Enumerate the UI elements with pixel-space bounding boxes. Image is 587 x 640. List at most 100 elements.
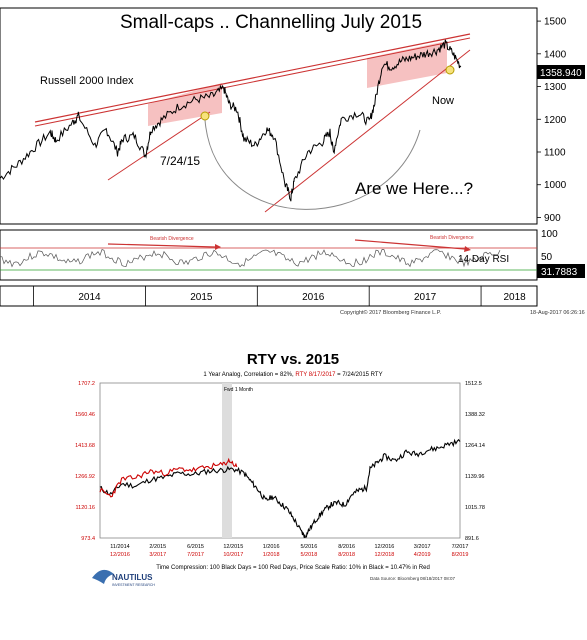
rsi-tick-50: 50 [541, 252, 553, 263]
price-tick-label: 1100 [544, 148, 566, 159]
price-tick-label: 1400 [544, 49, 567, 60]
left-axis: 1707.2 1560.46 1413.68 1266.92 1120.16 973.4 [75, 381, 95, 542]
price-panel-frame [0, 7, 538, 225]
x-axis-black: 11/2014 2/2015 6/2015 12/2015 1/2016 5/2016 8/… [110, 544, 468, 550]
date-x-axis: 2014 2015 2016 2017 2018 [33, 286, 527, 306]
rty-2015-red-line [99, 457, 238, 498]
right-tick-label: 1512.5 [465, 381, 482, 387]
rsi-divergence-label-2: Bearish Divergence [430, 235, 474, 241]
logo-text: NAUTILUS [112, 573, 153, 582]
left-tick-label: 1560.46 [75, 412, 95, 418]
timestamp-text: 18-Aug-2017 06:26:16 [530, 310, 585, 316]
top-chart-background [0, 0, 587, 318]
x-tick-black: 12/2016 [374, 544, 394, 550]
support-line-2016 [264, 49, 471, 213]
last-value-label: 1358.940 [540, 68, 582, 79]
x-tick-red: 10/2017 [223, 552, 243, 558]
rsi-label: 14 Day RSI [458, 254, 509, 265]
x-tick-black: 6/2015 [187, 544, 204, 550]
bottom-chart-background [0, 340, 587, 640]
x-tick-black: 8/2016 [338, 544, 355, 550]
support-line-2014 [107, 111, 211, 181]
x-tick-red: 7/2017 [187, 552, 204, 558]
right-tick-label: 1264.14 [465, 443, 485, 449]
annotation-question: Are we Here...? [355, 179, 473, 198]
rsi-last-value-badge [537, 264, 585, 278]
fwd-1-month-shade [222, 383, 232, 538]
bottom-chart-title: RTY vs. 2015 [247, 351, 339, 368]
marker-now [445, 65, 455, 75]
price-tick-label: 1200 [544, 115, 567, 126]
rsi-divergence-arrowhead-1 [215, 244, 221, 250]
top-chart-title: Small-caps .. Channelling July 2015 [120, 12, 422, 33]
date-tick-label: 2014 [78, 292, 101, 303]
price-tick-label: 900 [544, 213, 561, 224]
date-tick-label: 2016 [302, 292, 325, 303]
rsi-tick-100: 100 [541, 229, 558, 240]
x-tick-black: 2/2015 [149, 544, 166, 550]
price-tick-label: 1500 [544, 17, 567, 28]
upper-resistance-line-2 [34, 37, 471, 127]
x-tick-black: 7/2017 [452, 544, 469, 550]
fwd-1-month-label: Fwd 1 Month [224, 387, 253, 393]
right-axis: 1512.5 1388.32 1264.14 1139.96 1015.78 891.6 [465, 381, 485, 542]
trajectory-arc [204, 119, 421, 210]
x-tick-black: 5/2016 [300, 544, 317, 550]
date-tick-label: 2015 [190, 292, 213, 303]
marker-7-24-15 [200, 111, 210, 121]
right-tick-label: 1139.96 [465, 474, 484, 480]
annotation-date: 7/24/15 [160, 154, 200, 168]
x-tick-red: 5/2018 [300, 552, 317, 558]
subtitle-end: = 7/24/2015 RTY [335, 372, 382, 378]
rsi-panel-frame [0, 229, 538, 281]
x-tick-red: 8/2018 [338, 552, 355, 558]
upper-resistance-line [34, 33, 471, 123]
x-tick-red: 12/2016 [110, 552, 130, 558]
x-axis-red: 12/2016 3/2017 7/2017 10/2017 1/2018 5/2018 8/… [110, 552, 468, 558]
russell-2000-chart: Small-caps .. Channelling July 2015 Russ… [0, 0, 587, 318]
right-tick-label: 891.6 [465, 536, 479, 542]
rsi-divergence-arrow-2 [354, 239, 466, 250]
price-tick-label: 1300 [544, 82, 567, 93]
right-tick-label: 1388.32 [465, 412, 485, 418]
compression-note: Time Compression: 100 Black Days = 100 R… [156, 565, 430, 571]
left-tick-label: 1266.92 [75, 474, 95, 480]
left-tick-label: 1413.68 [75, 443, 95, 449]
bottom-plot-frame [99, 382, 461, 539]
nautilus-logo: NAUTILUS INVESTMENT RESEARCH [92, 569, 155, 587]
last-value-badge [537, 65, 585, 79]
rty-vs-2015-chart: RTY vs. 2015 1 Year Analog, Correlation … [0, 340, 587, 640]
x-tick-red: 1/2018 [263, 552, 280, 558]
date-tick-label: 2018 [504, 292, 527, 303]
rsi-divergence-arrowhead-2 [464, 246, 471, 252]
rsi-divergence-label-1: Bearish Divergence [150, 236, 194, 242]
right-tick-label: 1015.78 [465, 505, 485, 511]
x-tick-black: 3/2017 [414, 544, 431, 550]
rsi-line [0, 249, 501, 268]
rsi-last-value: 31.7883 [541, 267, 578, 278]
x-tick-black: 11/2014 [110, 544, 129, 550]
rsi-divergence-arrow-1 [107, 243, 216, 248]
price-y-axis: 900 1000 1100 1200 1300 1400 1500 [537, 17, 567, 224]
left-tick-label: 973.4 [81, 536, 95, 542]
x-tick-red: 12/2018 [374, 552, 394, 558]
data-source: Data Source: Bloomberg [370, 576, 420, 581]
left-tick-label: 1120.16 [76, 505, 95, 511]
annotation-now: Now [432, 95, 454, 107]
left-tick-label: 1707.2 [78, 381, 95, 387]
nautilus-shell-icon [92, 569, 114, 584]
x-tick-red: 3/2017 [149, 552, 166, 558]
copyright-text: Copyright© 2017 Bloomberg Finance L.P. [340, 309, 442, 316]
date-tick-label: 2017 [414, 292, 437, 303]
x-tick-red: 8/2019 [452, 552, 469, 558]
x-tick-red: 4/2019 [414, 552, 431, 558]
rty-black-line [99, 438, 461, 539]
logo-subtext: INVESTMENT RESEARCH [112, 583, 155, 587]
series-label: Russell 2000 Index [40, 75, 134, 87]
subtitle-red: RTY 8/17/2017 [295, 372, 336, 378]
price-tick-label: 1000 [544, 180, 567, 191]
x-tick-black: 12/2015 [223, 544, 243, 550]
subtitle-black: 1 Year Analog, Correlation = 82%, [203, 372, 295, 378]
chart-date: 08/18/2017 08:07 [420, 576, 456, 581]
russell-price-line [0, 39, 462, 202]
